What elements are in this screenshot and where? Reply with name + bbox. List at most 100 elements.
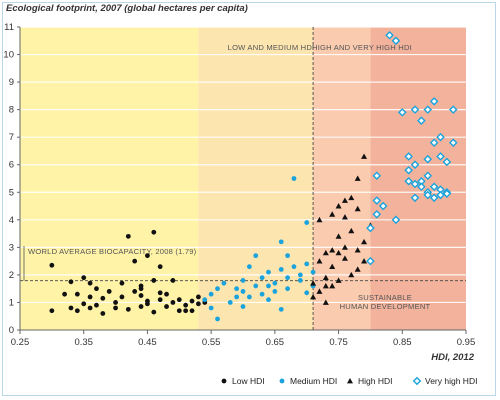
medium-hdi-point [221,280,227,286]
high-hdi-point [348,194,355,201]
medium-hdi-point [304,261,310,267]
low-hdi-point [196,294,201,300]
legend-marker-low-hdi [221,378,227,384]
very-high-hdi-point [404,176,413,186]
hdi-zones [20,27,466,330]
low-hdi-point [164,304,169,309]
very-high-hdi-point [410,105,420,114]
low-hdi-point [125,233,131,239]
low-hdi-point [151,309,157,315]
y-tick-label: 11 [4,22,14,33]
high-hdi-point [361,153,368,159]
very-high-hdi-point [366,256,375,266]
low-hdi-point [100,295,106,301]
very-high-hdi-point [410,160,420,170]
low-hdi-point [183,308,189,314]
y-tick-label: 1 [9,297,14,308]
medium-hdi-point [253,253,259,259]
low-hdi-point [176,297,182,303]
low-hdi-point [157,290,163,296]
very-high-hdi-point [423,154,433,164]
high-hdi-point [310,293,317,300]
high-hdi-point [329,247,336,253]
very-high-hdi-point [385,30,394,40]
low-hdi-point [189,298,195,304]
y-tick-label: 2 [9,270,14,281]
y-tick-label: 10 [3,50,14,61]
low-hdi-point [145,298,150,304]
low-hdi-point [189,308,195,314]
zone-low-hdi [20,27,199,330]
low-hdi-point [74,308,80,314]
high-hdi-point [341,255,348,261]
medium-hdi-point [266,269,271,275]
legend-marker-medium-hdi [279,378,285,384]
low-hdi-point [62,291,67,297]
y-tick-label: 3 [9,242,14,253]
medium-hdi-point [227,300,233,305]
biocapacity-label: WORLD AVERAGE BIOCAPACITY, 2008 (1.79) [28,247,197,256]
medium-hdi-point [208,291,214,297]
high-hdi-point [354,247,361,253]
very-high-hdi-point [436,190,445,200]
medium-hdi-point [240,289,246,294]
medium-hdi-point [240,304,246,309]
very-high-hdi-point [372,210,382,219]
high-hdi-point [322,299,329,305]
high-hdi-point [361,238,368,245]
high-hdi-point [329,211,336,217]
high-hdi-point [354,266,361,272]
very-high-hdi-point [436,152,445,161]
zone-very-high-hdi [370,27,466,330]
legend-label-high-hdi: High HDI [358,376,392,386]
medium-hdi-point [285,253,290,259]
y-tick-label: 9 [9,77,14,88]
y-tick-label: 5 [9,187,14,198]
low-hdi-point [132,289,138,294]
high-hdi-point [361,258,368,264]
x-axis-label: HDI, 2012 [431,352,474,363]
high-hdi-point [335,249,342,256]
high-hdi-point [354,175,361,181]
medium-hdi-point [259,291,265,297]
medium-hdi-point [266,283,271,289]
chart-title: Ecological footprint, 2007 (global hecta… [6,3,248,14]
medium-hdi-point [285,286,290,292]
high-hdi-point [329,282,336,289]
x-tick-label: 0.75 [329,337,348,348]
low-hdi-point [125,306,131,312]
low-hdi-point [106,289,112,294]
very-high-hdi-point [372,171,382,181]
medium-hdi-point [259,275,265,281]
low-hdi-point [113,305,118,311]
low-hdi-point [100,311,106,316]
x-tick-label: 0.45 [138,337,157,348]
medium-hdi-point [291,264,297,270]
y-tick-label: 8 [9,105,14,116]
medium-hdi-point [297,272,303,278]
low-hdi-point [68,279,74,285]
medium-hdi-point [278,267,284,272]
x-tick-label: 0.55 [202,337,221,348]
high-hdi-point [341,197,348,203]
low-hdi-point [81,275,87,281]
medium-hdi-point [246,294,252,300]
medium-hdi-point [278,306,284,312]
medium-hdi-point [304,290,310,296]
very-high-hdi-point [391,215,401,225]
very-high-hdi-point [410,179,420,189]
medium-hdi-point [246,264,252,270]
medium-hdi-point [234,294,240,300]
medium-hdi-point [291,176,297,181]
low-hdi-point [87,294,93,300]
very-high-hdi-point [372,196,382,205]
low-hdi-point [183,302,189,308]
low-hdi-point [94,286,99,292]
x-tick-label: 0.65 [266,337,285,348]
medium-hdi-point [234,286,240,292]
high-hdi-point [310,280,317,286]
low-hdi-point [176,308,182,314]
very-high-hdi-point [442,157,452,167]
sustainable-label-line2: HUMAN DEVELOPMENT [340,302,431,311]
